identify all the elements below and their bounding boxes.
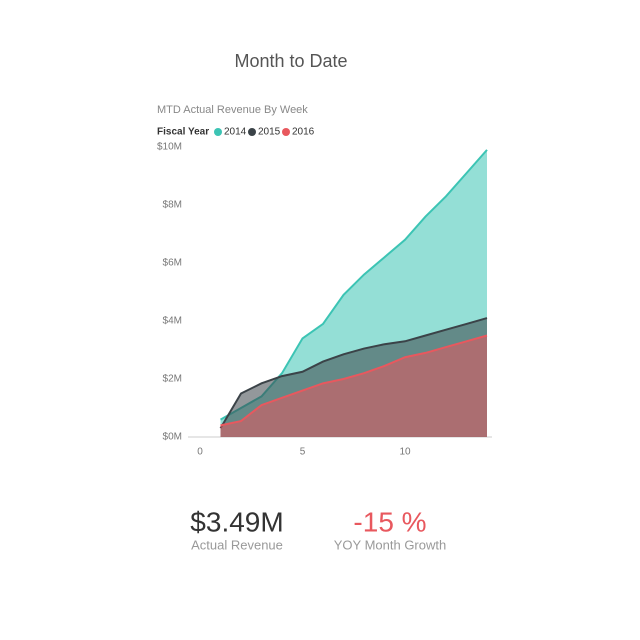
x-tick-label: 5 (300, 447, 306, 458)
y-tick-label: $10M (157, 142, 182, 153)
legend-marker (214, 128, 222, 136)
line (219, 317, 488, 429)
legend-label: 2014 (224, 127, 247, 138)
legend-marker (282, 128, 290, 136)
kpi-value: -15 % (353, 506, 426, 537)
x-tick-label: 10 (399, 447, 411, 458)
kpi-label: Actual Revenue (191, 537, 283, 552)
legend-marker (248, 128, 256, 136)
legend-label: 2016 (292, 127, 315, 138)
line (220, 334, 488, 427)
page-title: Month to Date (234, 51, 347, 71)
y-tick-label: $0M (163, 432, 182, 443)
legend-label: 2015 (258, 127, 281, 138)
kpi-label: YOY Month Growth (334, 537, 446, 552)
chart-title: MTD Actual Revenue By Week (157, 104, 308, 116)
y-tick-label: $8M (163, 200, 182, 211)
legend-title: Fiscal Year (157, 127, 209, 138)
x-tick-label: 0 (197, 447, 203, 458)
kpi-value: $3.49M (190, 506, 283, 537)
y-tick-label: $6M (163, 258, 182, 269)
y-tick-label: $4M (163, 316, 182, 327)
y-tick-label: $2M (163, 374, 182, 385)
area (220, 335, 487, 437)
